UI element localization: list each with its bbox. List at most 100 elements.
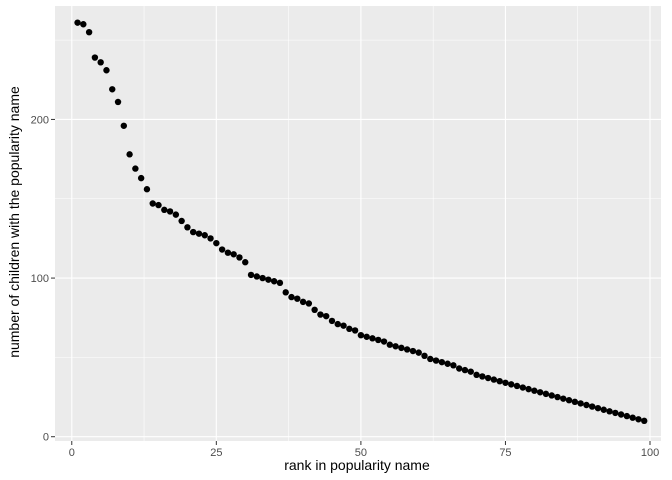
data-point [617, 411, 625, 418]
data-point [357, 331, 365, 339]
data-point [641, 417, 648, 425]
x-tick-label: 50 [355, 447, 367, 459]
data-point [322, 312, 330, 320]
data-point [427, 355, 434, 363]
data-point [294, 295, 301, 302]
data-point [143, 186, 151, 193]
data-point [415, 349, 422, 356]
data-point [571, 398, 579, 406]
data-point [536, 389, 544, 396]
data-point [91, 54, 99, 61]
data-point [224, 249, 232, 256]
data-point [328, 317, 336, 325]
data-point [612, 409, 619, 417]
data-point [513, 382, 521, 390]
data-point [149, 200, 156, 207]
data-point [126, 151, 133, 158]
data-point [120, 122, 128, 129]
data-point [594, 404, 602, 412]
data-point [114, 98, 122, 106]
data-point [132, 165, 139, 172]
data-points [74, 19, 648, 425]
major-gridlines [55, 6, 661, 441]
data-point [340, 322, 347, 329]
x-tick-label: 0 [69, 447, 75, 459]
data-point [305, 300, 313, 307]
data-point [103, 67, 110, 74]
data-point [548, 392, 555, 399]
data-point [195, 230, 203, 237]
data-point [236, 254, 243, 261]
data-point [178, 217, 185, 225]
data-point [247, 271, 255, 279]
data-point [502, 379, 509, 386]
data-point [74, 19, 81, 26]
data-point [184, 224, 191, 231]
data-point [635, 416, 642, 423]
x-tick-label: 100 [641, 447, 659, 459]
data-point [369, 335, 376, 342]
minor-gridlines [55, 6, 661, 441]
data-point [282, 289, 289, 296]
data-point [375, 336, 382, 344]
data-point [600, 406, 607, 413]
data-point [606, 408, 613, 415]
data-point [409, 347, 417, 355]
data-point [311, 306, 318, 314]
data-point [317, 311, 324, 318]
data-point [479, 373, 486, 380]
y-axis-ticks: 0 100 200 [31, 114, 55, 444]
data-point [432, 357, 440, 364]
data-point [201, 232, 208, 239]
data-point [421, 352, 428, 360]
data-point [623, 412, 631, 420]
y-tick-label: 200 [31, 114, 49, 126]
data-point [80, 21, 87, 28]
plot-panel [55, 6, 661, 441]
data-point [554, 393, 561, 401]
data-point [85, 28, 93, 36]
data-point [172, 211, 180, 218]
data-point [450, 362, 457, 369]
y-tick-label: 100 [31, 273, 49, 285]
y-tick-label: 0 [43, 432, 49, 444]
data-point [461, 366, 469, 374]
x-axis-title: rank in popularity name [284, 457, 430, 473]
data-point [207, 235, 214, 242]
data-point [253, 273, 261, 280]
data-point [392, 343, 399, 350]
data-point [380, 338, 388, 345]
data-point [508, 381, 515, 388]
data-point [270, 278, 278, 285]
data-point [467, 368, 474, 375]
data-point [346, 325, 353, 333]
data-point [398, 344, 405, 352]
data-point [363, 333, 370, 340]
data-point [484, 374, 492, 382]
data-point [490, 376, 498, 383]
data-point [496, 377, 503, 385]
data-point [276, 279, 284, 287]
data-point [161, 206, 168, 214]
data-point [155, 201, 162, 209]
data-point [403, 346, 411, 353]
data-point [588, 403, 596, 410]
data-point [213, 239, 220, 247]
y-axis-title: number of children with the popularity n… [6, 86, 22, 358]
data-point [137, 174, 145, 182]
data-point [386, 341, 394, 348]
data-point [577, 400, 584, 407]
data-point [560, 395, 567, 402]
data-point [438, 358, 446, 366]
data-point [109, 86, 116, 93]
data-point [583, 401, 590, 409]
data-point [473, 371, 480, 379]
data-point [455, 365, 463, 372]
data-point [531, 387, 538, 394]
data-point [351, 327, 359, 334]
data-point [629, 414, 636, 421]
data-point [334, 320, 341, 328]
data-point [542, 390, 550, 398]
data-point [519, 384, 526, 391]
